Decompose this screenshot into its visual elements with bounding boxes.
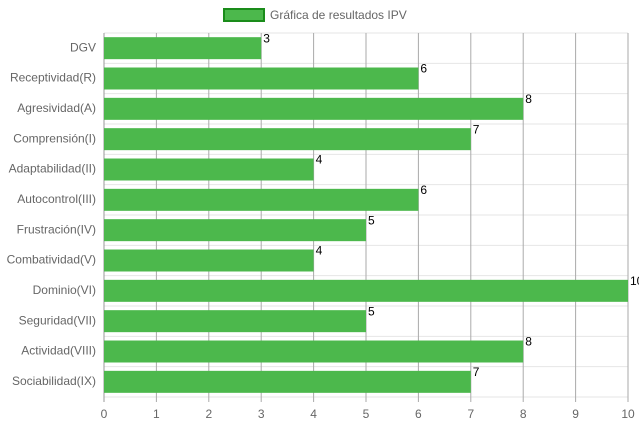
x-tick-label: 5 (363, 407, 370, 421)
data-label: 7 (473, 365, 480, 379)
legend-swatch (223, 8, 265, 22)
y-tick-label: Agresividad(A) (17, 101, 96, 115)
data-label: 10 (630, 274, 639, 288)
bar (104, 67, 419, 90)
bar (104, 249, 314, 272)
x-tick-label: 2 (205, 407, 212, 421)
bar (104, 188, 419, 211)
data-label: 6 (420, 183, 427, 197)
y-tick-label: Autocontrol(III) (17, 192, 96, 206)
x-tick-label: 4 (310, 407, 317, 421)
bar (104, 310, 366, 333)
y-tick-label: Combatividad(V) (7, 253, 96, 267)
data-label: 4 (316, 153, 323, 167)
x-tick-label: 8 (520, 407, 527, 421)
y-tick-label: Dominio(VI) (33, 283, 96, 297)
x-tick-label: 10 (621, 407, 635, 421)
y-tick-label: Actividad(VIII) (21, 344, 96, 358)
x-tick-label: 0 (101, 407, 108, 421)
x-tick-label: 7 (467, 407, 474, 421)
data-label: 8 (525, 92, 532, 106)
data-label: 4 (316, 244, 323, 258)
bar (104, 128, 471, 151)
y-tick-label: Adaptabilidad(II) (9, 162, 96, 176)
data-label: 8 (525, 335, 532, 349)
bar (104, 37, 262, 60)
bar (104, 370, 471, 393)
y-tick-label: DGV (70, 40, 96, 54)
y-tick-label: Seguridad(VII) (19, 313, 96, 327)
data-label: 6 (420, 62, 427, 76)
y-tick-label: Sociabilidad(IX) (12, 374, 96, 388)
bar (104, 158, 314, 181)
bar (104, 97, 524, 120)
x-tick-label: 9 (572, 407, 579, 421)
y-tick-label: Receptividad(R) (10, 71, 96, 85)
data-label: 7 (473, 122, 480, 136)
y-tick-label: Comprensión(I) (13, 131, 96, 145)
x-tick-label: 3 (258, 407, 265, 421)
data-label: 5 (368, 304, 375, 318)
bar (104, 279, 628, 302)
bar (104, 340, 524, 363)
data-label: 3 (263, 31, 270, 45)
bar (104, 219, 366, 242)
legend-label: Gráfica de resultados IPV (270, 8, 407, 22)
data-label: 5 (368, 213, 375, 227)
x-tick-label: 6 (415, 407, 422, 421)
x-tick-label: 1 (153, 407, 160, 421)
y-tick-label: Frustración(IV) (17, 222, 96, 236)
